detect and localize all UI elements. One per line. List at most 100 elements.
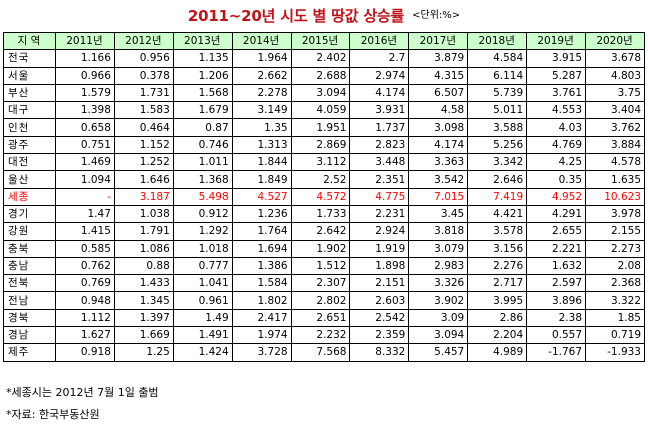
region-cell: 충남 <box>3 256 56 276</box>
header-year: 2014년 <box>231 31 292 51</box>
value-cell: 3.094 <box>408 326 469 345</box>
table-row: 경기 1.47 1.038 0.912 1.236 1.733 2.231 3.45 4.421… <box>3 204 645 224</box>
value-cell: 1.733 <box>290 204 351 224</box>
value-cell: 7.568 <box>290 343 351 362</box>
header-row: 지 역 2011년 2012년 2013년 2014년 2015년 2016년 … <box>3 31 645 51</box>
value-cell: 5.011 <box>467 101 528 120</box>
value-cell: 4.572 <box>290 187 351 206</box>
value-cell: 6.507 <box>408 83 469 103</box>
value-cell: 0.918 <box>55 343 115 362</box>
value-cell: 1.397 <box>113 308 174 328</box>
value-cell: 1.898 <box>349 256 410 276</box>
value-cell: 3.818 <box>408 222 469 241</box>
header-year: 2013년 <box>172 31 233 51</box>
value-cell: 3.884 <box>585 135 645 155</box>
value-cell: 2.924 <box>349 222 410 241</box>
region-cell: 대구 <box>3 101 56 120</box>
value-cell: 0.658 <box>55 118 115 137</box>
header-year: 2018년 <box>467 31 528 51</box>
value-cell: 0.966 <box>55 66 115 85</box>
table-row: 경북 1.112 1.397 1.49 2.417 2.651 2.542 3.09 2.86 2… <box>3 308 645 328</box>
value-cell: 3.404 <box>585 101 645 120</box>
value-cell: 3.079 <box>408 239 469 258</box>
value-cell: -1.933 <box>585 343 645 362</box>
value-cell: 2.823 <box>349 135 410 155</box>
value-cell: 4.553 <box>526 101 587 120</box>
value-cell: 10.623 <box>585 187 645 206</box>
value-cell: 1.47 <box>55 204 115 224</box>
value-cell: 4.174 <box>408 135 469 155</box>
table-row: 강원 1.415 1.791 1.292 1.764 2.642 2.924 3.818 3.5… <box>3 222 645 241</box>
value-cell: 1.849 <box>231 170 292 189</box>
value-cell: 5.739 <box>467 83 528 103</box>
value-cell: 3.448 <box>349 153 410 172</box>
value-cell: 4.291 <box>526 204 587 224</box>
table-row: 대전 1.469 1.252 1.011 1.844 3.112 3.448 3.363 3.3… <box>3 153 645 172</box>
value-cell: 2.717 <box>467 274 528 293</box>
value-cell: 3.156 <box>467 239 528 258</box>
value-cell: 1.398 <box>55 101 115 120</box>
value-cell: 1.919 <box>349 239 410 258</box>
region-cell: 전북 <box>3 274 56 293</box>
header-year: 2020년 <box>585 31 645 51</box>
value-cell: 3.761 <box>526 83 587 103</box>
value-cell: 1.737 <box>349 118 410 137</box>
value-cell: 1.313 <box>231 135 292 155</box>
value-cell: 0.956 <box>113 49 174 68</box>
value-cell: 2.151 <box>349 274 410 293</box>
region-cell: 강원 <box>3 222 56 241</box>
value-cell: 1.583 <box>113 101 174 120</box>
value-cell: 3.326 <box>408 274 469 293</box>
value-cell: 1.646 <box>113 170 174 189</box>
value-cell: 3.588 <box>467 118 528 137</box>
value-cell: 1.386 <box>231 256 292 276</box>
region-cell: 서울 <box>3 66 56 85</box>
value-cell: 2.368 <box>585 274 645 293</box>
value-cell: 1.85 <box>585 308 645 328</box>
value-cell: 1.632 <box>526 256 587 276</box>
table-row: 충남 0.762 0.88 0.777 1.386 1.512 1.898 2.983 2.27… <box>3 256 645 276</box>
value-cell: 3.75 <box>585 83 645 103</box>
value-cell: 3.322 <box>585 291 645 310</box>
value-cell: 1.584 <box>231 274 292 293</box>
value-cell: 2.974 <box>349 66 410 85</box>
table-row: 광주 0.751 1.152 0.746 1.313 2.869 2.823 4.174 5.2… <box>3 135 645 155</box>
header-year: 2019년 <box>526 31 587 51</box>
value-cell: 2.597 <box>526 274 587 293</box>
value-cell: 1.669 <box>113 326 174 345</box>
notes: *세종시는 2012년 7월 1일 출범 *자료: 한국부동산원 <box>6 382 159 426</box>
value-cell: 1.011 <box>172 153 233 172</box>
value-cell: 2.86 <box>467 308 528 328</box>
value-cell: 1.206 <box>172 66 233 85</box>
value-cell: 2.232 <box>290 326 351 345</box>
value-cell: 4.769 <box>526 135 587 155</box>
value-cell: 1.252 <box>113 153 174 172</box>
value-cell: 3.915 <box>526 49 587 68</box>
value-cell: 2.273 <box>585 239 645 258</box>
value-cell: 5.287 <box>526 66 587 85</box>
value-cell: -1.767 <box>526 343 587 362</box>
value-cell: 1.415 <box>55 222 115 241</box>
page-title: 2011~20년 시도 별 땅값 상승률 <box>187 7 405 25</box>
value-cell: 1.292 <box>172 222 233 241</box>
value-cell: 1.038 <box>113 204 174 224</box>
value-cell: 3.879 <box>408 49 469 68</box>
title-bar: 2011~20년 시도 별 땅값 상승률 <단위:%> <box>0 6 648 26</box>
value-cell: 2.662 <box>231 66 292 85</box>
unit-label: <단위:%> <box>412 10 461 21</box>
value-cell: 3.995 <box>467 291 528 310</box>
value-cell: 2.204 <box>467 326 528 345</box>
value-cell: 1.086 <box>113 239 174 258</box>
value-cell: 3.342 <box>467 153 528 172</box>
value-cell: 3.931 <box>349 101 410 120</box>
value-cell: 4.584 <box>467 49 528 68</box>
value-cell: 2.402 <box>290 49 351 68</box>
value-cell: 3.45 <box>408 204 469 224</box>
value-cell: 1.635 <box>585 170 645 189</box>
value-cell: 2.52 <box>290 170 351 189</box>
region-cell: 전남 <box>3 291 56 310</box>
value-cell: 1.49 <box>172 308 233 328</box>
value-cell: - <box>55 187 115 206</box>
value-cell: 2.869 <box>290 135 351 155</box>
region-cell: 부산 <box>3 83 56 103</box>
